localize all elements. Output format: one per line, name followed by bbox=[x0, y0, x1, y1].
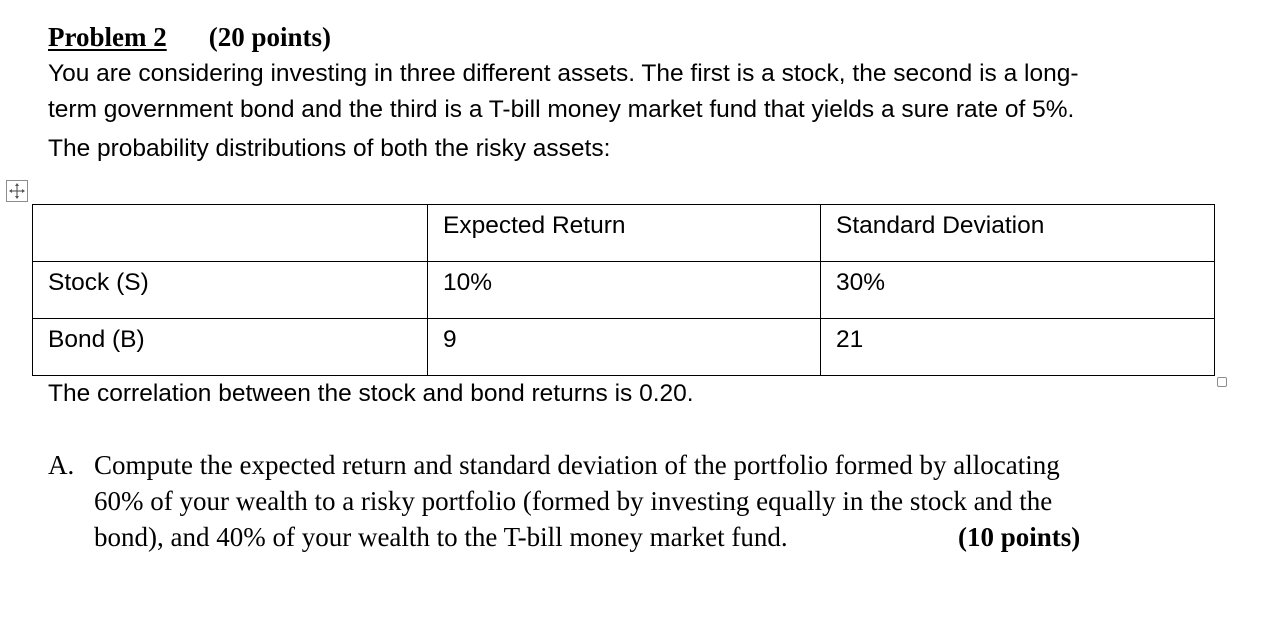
intro-line-1: You are considering investing in three d… bbox=[48, 60, 1079, 87]
resize-square-icon[interactable] bbox=[1217, 377, 1227, 387]
table-cell[interactable]: 30% bbox=[820, 261, 1215, 319]
question-a-points: (10 points) bbox=[958, 522, 1081, 552]
row-label-stock: Stock (S) bbox=[48, 269, 149, 296]
header-blank bbox=[48, 205, 427, 212]
correlation-note: The correlation between the stock and bo… bbox=[48, 380, 694, 407]
header-expected-return: Expected Return bbox=[443, 212, 626, 239]
bond-standard-deviation: 21 bbox=[836, 326, 864, 353]
problem-points: (20 points) bbox=[208, 22, 331, 52]
table-cell[interactable]: Bond (B) bbox=[32, 318, 428, 376]
table-header-cell[interactable]: Standard Deviation bbox=[820, 204, 1215, 262]
table-header-cell[interactable] bbox=[32, 204, 428, 262]
bond-expected-return: 9 bbox=[443, 326, 457, 353]
row-label-bond: Bond (B) bbox=[48, 326, 145, 353]
table-row: Bond (B) 9 21 bbox=[32, 318, 1215, 376]
table-cell[interactable]: 10% bbox=[427, 261, 821, 319]
intro-line-3: The probability distributions of both th… bbox=[48, 135, 611, 162]
question-a-line-3: bond), and 40% of your wealth to the T-b… bbox=[94, 522, 788, 552]
table-cell[interactable]: 9 bbox=[427, 318, 821, 376]
question-a-line-2: 60% of your wealth to a risky portfolio … bbox=[94, 486, 1053, 516]
header-standard-deviation: Standard Deviation bbox=[836, 212, 1045, 239]
question-a-line-1: Compute the expected return and standard… bbox=[94, 450, 1060, 480]
stock-expected-return: 10% bbox=[443, 269, 493, 296]
table-row: Stock (S) 10% 30% bbox=[32, 261, 1215, 319]
problem-heading: Problem 2 (20 points) bbox=[48, 22, 331, 53]
question-a-letter: A. bbox=[48, 450, 75, 480]
intro-line-2: term government bond and the third is a … bbox=[48, 96, 1075, 123]
problem-label: Problem 2 bbox=[48, 22, 167, 52]
table-cell[interactable]: 21 bbox=[820, 318, 1215, 376]
asset-distribution-table: Expected Return Standard Deviation Stock… bbox=[32, 204, 1215, 376]
table-cell[interactable]: Stock (S) bbox=[32, 261, 428, 319]
table-header-cell[interactable]: Expected Return bbox=[427, 204, 821, 262]
table-move-handle[interactable] bbox=[6, 180, 28, 202]
stock-standard-deviation: 30% bbox=[836, 269, 886, 296]
move-arrows-icon bbox=[9, 183, 25, 199]
table-header-row: Expected Return Standard Deviation bbox=[32, 204, 1215, 262]
